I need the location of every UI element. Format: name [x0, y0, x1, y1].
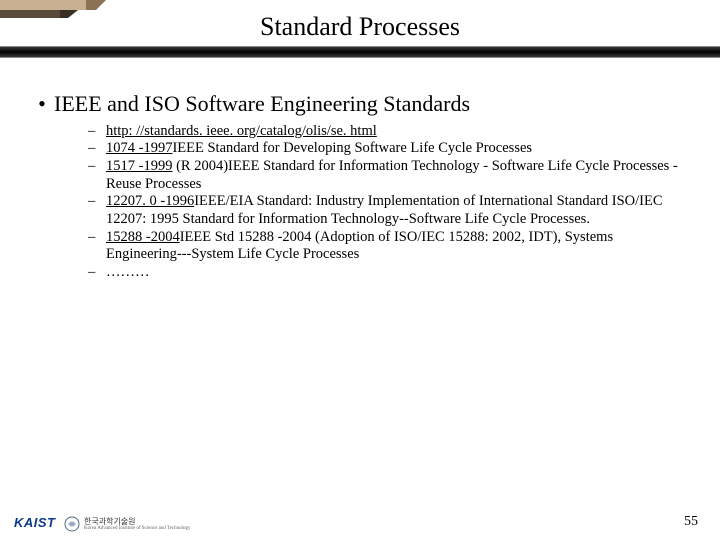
item-text: ……… — [106, 264, 150, 280]
standard-link[interactable]: 1074 -1997 — [106, 140, 172, 156]
dash-marker: – — [88, 123, 106, 141]
content-area: • IEEE and ISO Software Engineering Stan… — [0, 62, 720, 282]
sub-bullet-list: – http: //standards. ieee. org/catalog/o… — [30, 121, 690, 282]
item-text: IEEE Standard for Developing Software Li… — [172, 140, 532, 156]
dash-marker: – — [88, 140, 106, 158]
title-underline-bar — [0, 46, 720, 58]
standard-link[interactable]: 15288 -2004 — [106, 229, 180, 245]
kisti-logo-block: 한국과학기술원 Korea Advanced Institute of Scie… — [64, 516, 190, 532]
standard-link[interactable]: 12207. 0 -1996 — [106, 193, 194, 209]
page-number: 55 — [684, 514, 698, 530]
standard-link[interactable]: 1517 -1999 — [106, 158, 172, 174]
kisti-name-kr: 한국과학기술원 — [84, 518, 190, 526]
slide-header: Standard Processes — [0, 0, 720, 62]
list-item: – 1074 -1997IEEE Standard for Developing… — [88, 140, 690, 158]
standard-link[interactable]: http: //standards. ieee. org/catalog/oli… — [106, 123, 377, 139]
dash-marker: – — [88, 264, 106, 282]
kisti-emblem-icon — [64, 516, 80, 532]
slide-footer: KAIST 한국과학기술원 Korea Advanced Institute o… — [0, 506, 720, 540]
item-text: (R 2004)IEEE Standard for Information Te… — [106, 158, 678, 192]
list-item: – 12207. 0 -1996IEEE/EIA Standard: Indus… — [88, 193, 690, 228]
bullet-marker: • — [30, 90, 54, 119]
dash-marker: – — [88, 158, 106, 176]
dash-marker: – — [88, 193, 106, 211]
list-item: – ……… — [88, 264, 690, 282]
dash-marker: – — [88, 229, 106, 247]
main-bullet: • IEEE and ISO Software Engineering Stan… — [30, 90, 690, 119]
slide-title: Standard Processes — [0, 12, 720, 42]
kaist-logo: KAIST — [14, 515, 56, 530]
list-item: – http: //standards. ieee. org/catalog/o… — [88, 123, 690, 141]
list-item: – 1517 -1999 (R 2004)IEEE Standard for I… — [88, 158, 690, 193]
main-bullet-text: IEEE and ISO Software Engineering Standa… — [54, 90, 470, 118]
kisti-name-en: Korea Advanced Institute of Science and … — [84, 526, 190, 531]
item-text: IEEE Std 15288 -2004 (Adoption of ISO/IE… — [106, 229, 613, 263]
list-item: – 15288 -2004IEEE Std 15288 -2004 (Adopt… — [88, 229, 690, 264]
